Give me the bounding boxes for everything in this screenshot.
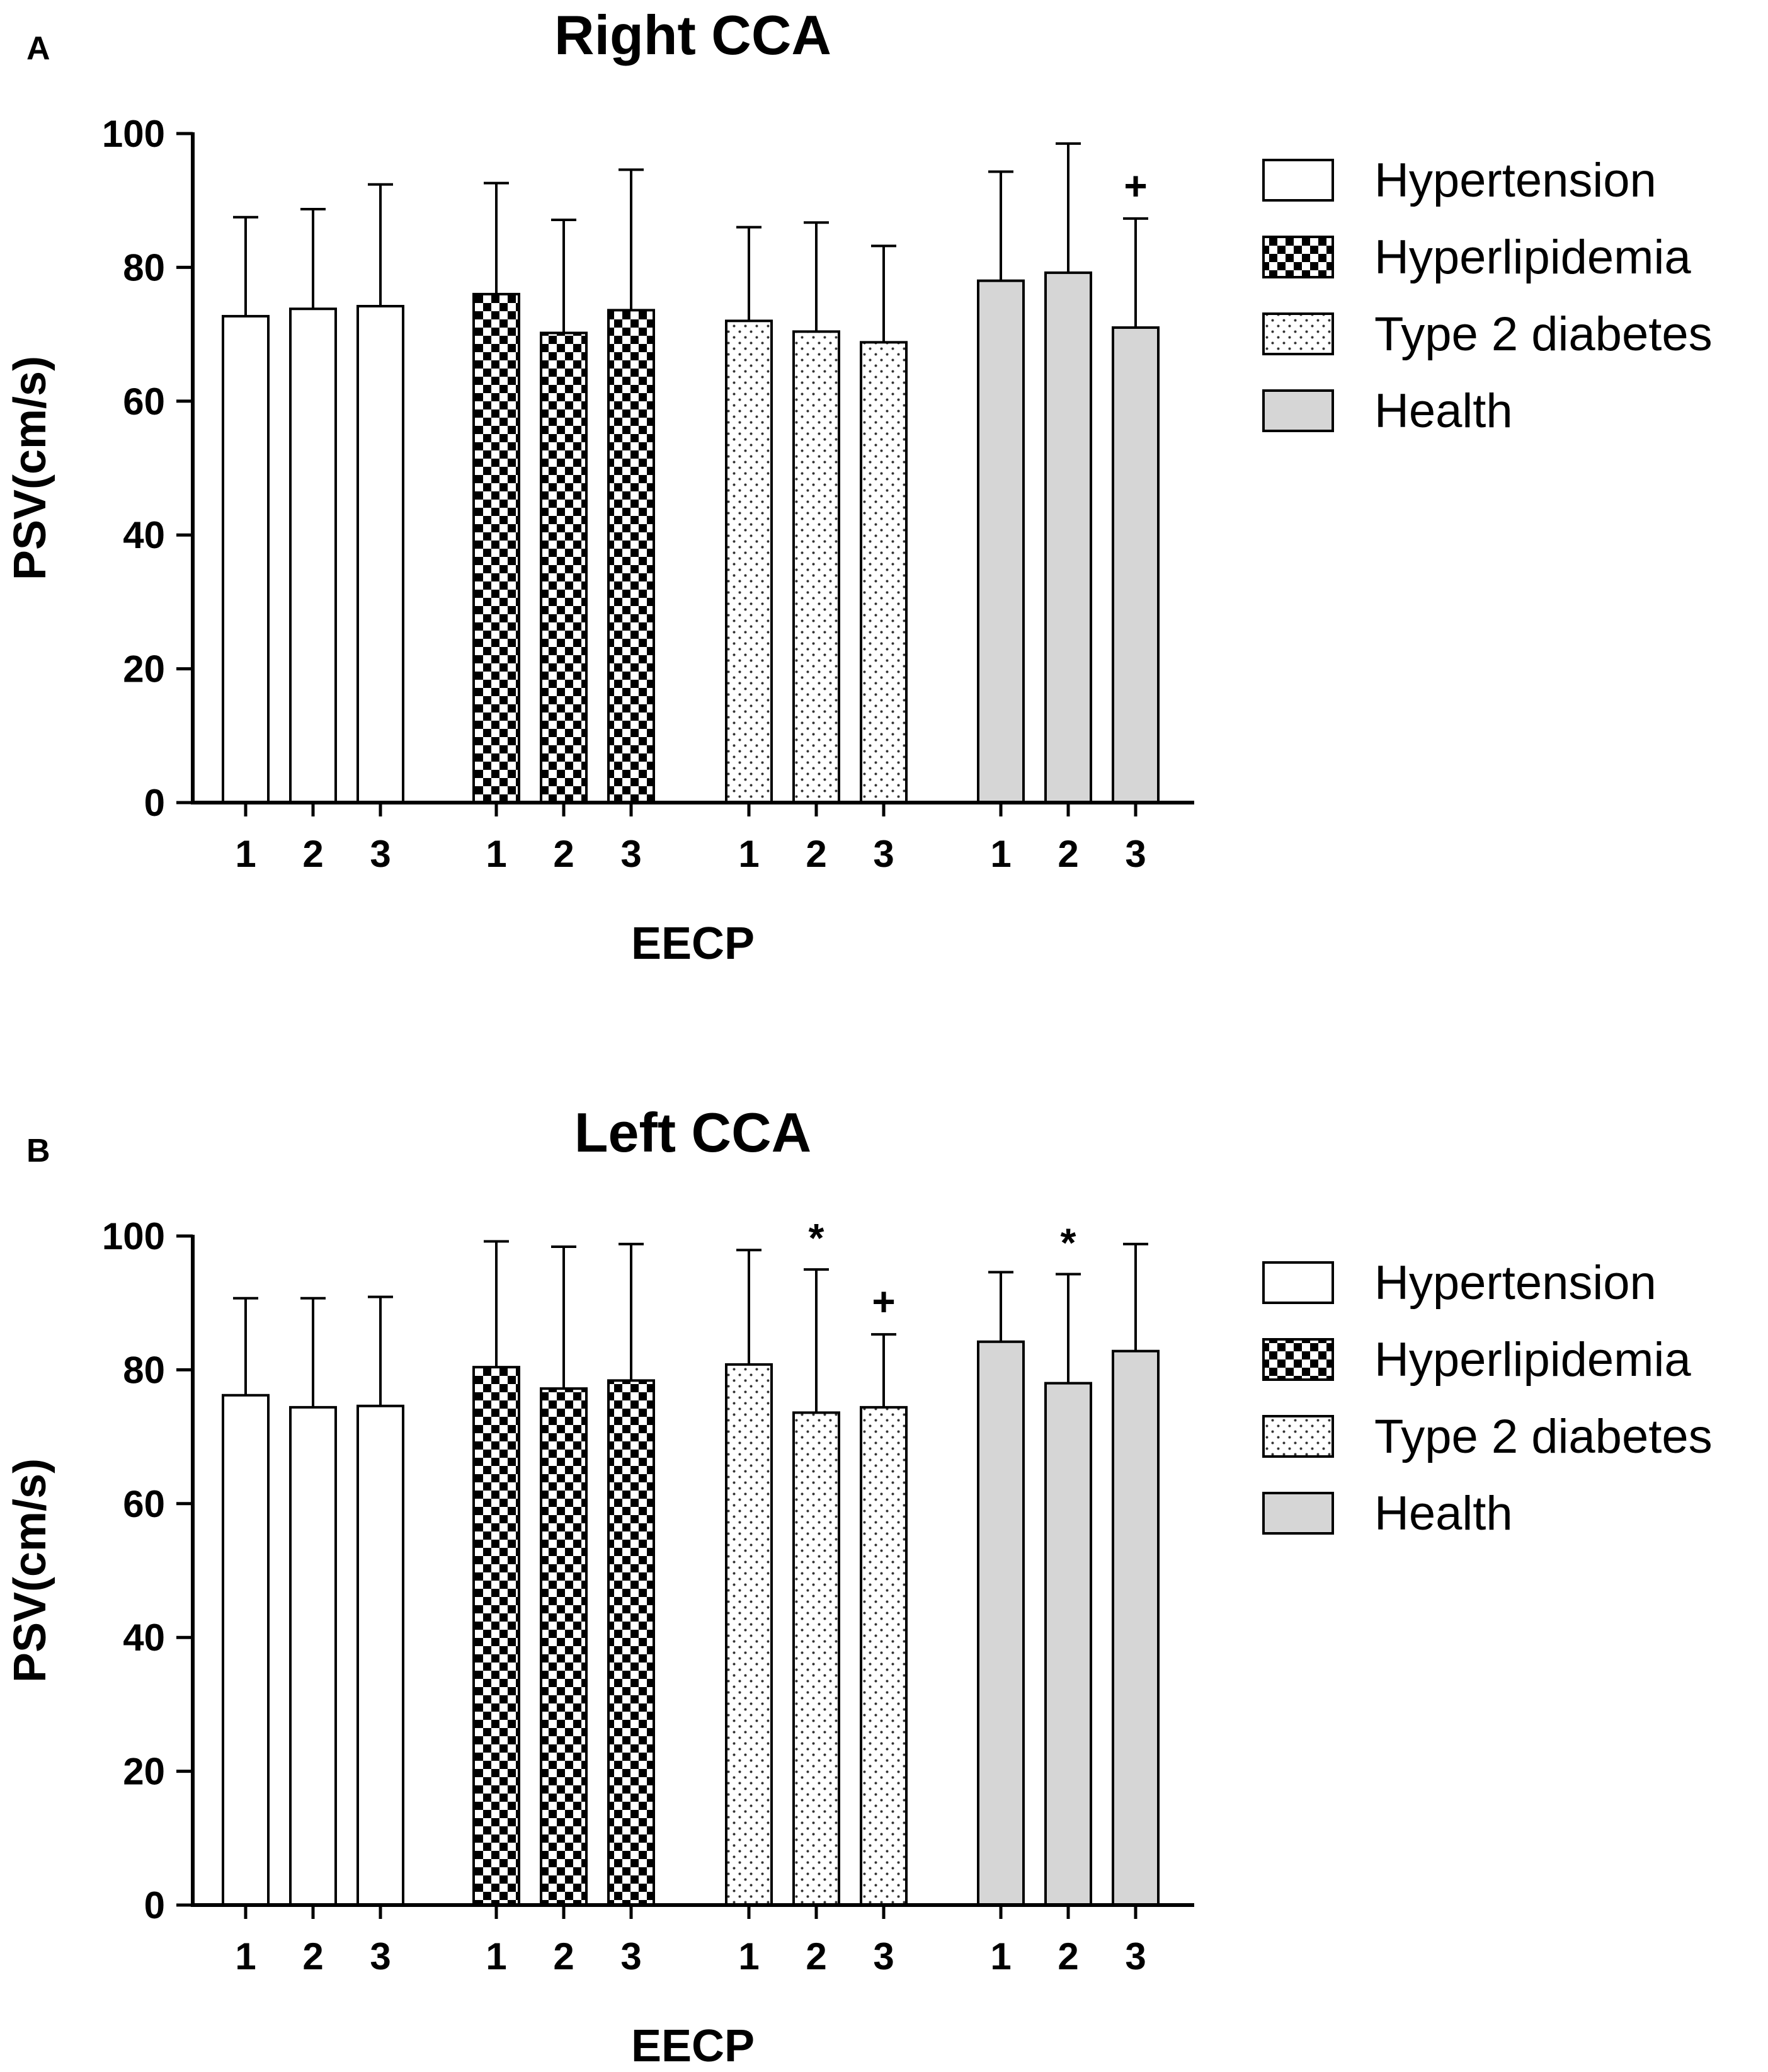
x-axis-title: EECP	[631, 919, 755, 969]
y-tick-label: 40	[123, 1617, 165, 1659]
bar	[607, 309, 655, 804]
legend-swatch	[1262, 236, 1334, 278]
y-tick-label: 80	[123, 246, 165, 289]
y-tick-label: 20	[123, 1751, 165, 1793]
y-tick-label: 100	[102, 113, 165, 155]
x-tick-label: 2	[553, 833, 574, 875]
bar	[792, 330, 840, 804]
legend-label: Type 2 diabetes	[1374, 307, 1713, 361]
legend-swatch	[1262, 1338, 1334, 1381]
bar	[607, 1379, 655, 1907]
bar	[792, 1411, 840, 1906]
x-tick-label: 1	[486, 833, 506, 875]
bar	[1044, 1382, 1092, 1906]
legend-label: Hyperlipidemia	[1374, 231, 1691, 284]
x-tick-label: 2	[302, 1935, 323, 1978]
bar	[222, 314, 270, 804]
y-tick-label: 80	[123, 1349, 165, 1391]
bar	[1044, 271, 1092, 804]
bar	[977, 1340, 1025, 1906]
x-tick-label: 2	[806, 1935, 826, 1978]
x-tick-label: 1	[990, 833, 1011, 875]
y-tick-label: 60	[123, 381, 165, 423]
x-axis-title: EECP	[631, 2021, 755, 2071]
legend-label: Hypertension	[1374, 154, 1657, 207]
x-tick-label: 1	[486, 1935, 506, 1978]
x-tick-label: 2	[806, 833, 826, 875]
x-tick-label: 2	[1058, 833, 1078, 875]
bar	[472, 1366, 520, 1907]
bar	[725, 1363, 773, 1907]
panel-label: B	[26, 1133, 50, 1169]
chart-title: Right CCA	[554, 4, 831, 66]
significance-marker: *	[1061, 1220, 1076, 1266]
x-tick-label: 3	[620, 1935, 641, 1978]
chart-panel-b: B Left CCA 1 2 3 1 2 3 1 * 2 +3 1 * 2 3 0 20 40 60 80 100 PSV(…	[5, 1101, 1713, 2071]
bar	[1112, 326, 1160, 804]
bar	[289, 307, 337, 804]
x-tick-label: 3	[370, 833, 391, 875]
x-tick-label: 1	[235, 1935, 256, 1978]
x-tick-label: 2	[1058, 1935, 1078, 1978]
y-tick-label: 0	[144, 1884, 165, 1926]
bar	[222, 1394, 270, 1907]
y-axis-title: PSV(cm/s)	[5, 356, 55, 580]
legend-label: Health	[1374, 1487, 1513, 1540]
legend-label: Type 2 diabetes	[1374, 1410, 1713, 1463]
significance-marker: *	[809, 1215, 824, 1261]
y-tick-label: 20	[123, 648, 165, 690]
x-tick-label: 3	[873, 1935, 894, 1978]
x-tick-label: 1	[738, 1935, 759, 1978]
y-tick-label: 40	[123, 514, 165, 556]
y-tick-label: 0	[144, 782, 165, 824]
x-tick-label: 2	[302, 833, 323, 875]
y-axis-title: PSV(cm/s)	[5, 1458, 55, 1683]
legend-swatch	[1262, 159, 1334, 202]
significance-marker: +	[1124, 163, 1147, 209]
legend-label: Hypertension	[1374, 1256, 1657, 1310]
x-tick-label: 3	[620, 833, 641, 875]
significance-marker: +	[872, 1279, 895, 1324]
y-tick-label: 60	[123, 1483, 165, 1525]
x-tick-label: 3	[370, 1935, 391, 1978]
legend-swatch	[1262, 1492, 1334, 1535]
bar	[289, 1405, 337, 1907]
bar	[472, 292, 520, 804]
bar	[356, 1404, 404, 1907]
chart-panel-a: A Right CCA 1 2 3 1 2 3 1 2 3 1 2 +3 0 20 40 60 80 100 PSV(c…	[5, 4, 1713, 969]
x-tick-label: 1	[738, 833, 759, 875]
bar	[860, 1405, 908, 1907]
y-tick-label: 100	[102, 1215, 165, 1257]
x-tick-label: 3	[1125, 1935, 1146, 1978]
legend-swatch	[1262, 1261, 1334, 1304]
legend-label: Health	[1374, 384, 1513, 438]
bar	[540, 1387, 588, 1906]
bar	[725, 319, 773, 804]
panel-label: A	[26, 30, 50, 67]
bar	[540, 331, 588, 804]
legend-swatch	[1262, 389, 1334, 432]
bar	[356, 304, 404, 804]
x-tick-label: 3	[873, 833, 894, 875]
bar	[860, 341, 908, 804]
legend-label: Hyperlipidemia	[1374, 1333, 1691, 1387]
chart-title: Left CCA	[574, 1101, 811, 1164]
bar	[1112, 1349, 1160, 1907]
x-tick-label: 3	[1125, 833, 1146, 875]
x-tick-label: 1	[235, 833, 256, 875]
legend-swatch	[1262, 312, 1334, 355]
x-tick-label: 1	[990, 1935, 1011, 1978]
legend-swatch	[1262, 1415, 1334, 1458]
bar	[977, 279, 1025, 804]
x-tick-label: 2	[553, 1935, 574, 1978]
